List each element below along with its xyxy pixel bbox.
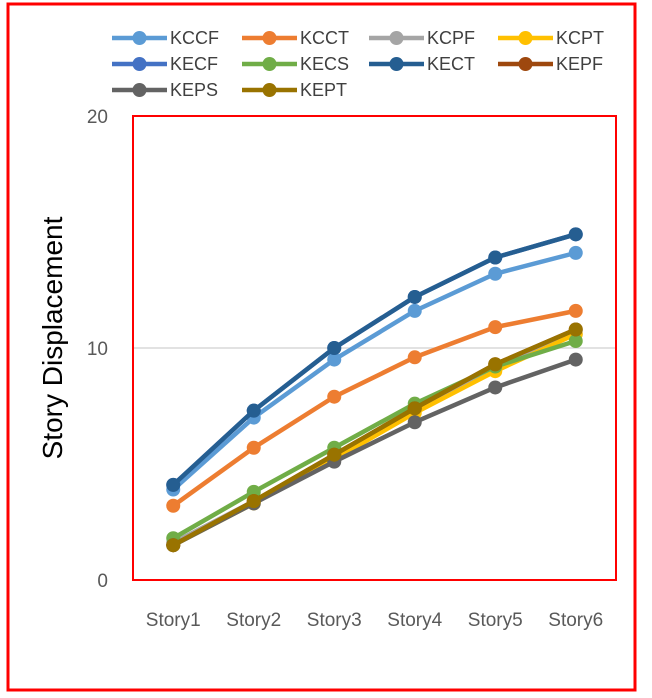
series-line xyxy=(172,338,577,541)
legend-item: KECT xyxy=(369,54,475,74)
legend-label: KCPF xyxy=(427,28,475,48)
legend-item: KCPF xyxy=(369,28,475,48)
data-point xyxy=(568,352,583,367)
data-point xyxy=(488,380,503,395)
plot-area-border xyxy=(132,115,617,581)
series-line xyxy=(171,308,577,508)
legend-item: KEPT xyxy=(242,80,347,100)
y-tick-label: 20 xyxy=(87,107,108,128)
legend-swatch-marker xyxy=(518,31,533,45)
data-point xyxy=(407,303,422,318)
x-tick-label: Story4 xyxy=(387,610,442,631)
data-point xyxy=(407,415,422,430)
data-point xyxy=(568,334,583,349)
x-tick-label: Story3 xyxy=(307,610,362,631)
legend-swatch-marker xyxy=(132,57,147,71)
legend-item: KECF xyxy=(112,54,218,74)
data-point xyxy=(166,538,181,553)
legend-item: KCPT xyxy=(498,28,604,48)
series-kcct xyxy=(166,303,583,513)
series-kccf xyxy=(166,245,583,497)
legend-label: KCPT xyxy=(556,28,604,48)
series-line xyxy=(171,250,577,492)
series-line xyxy=(171,232,577,487)
data-point xyxy=(327,447,342,462)
data-point xyxy=(166,498,181,513)
y-axis-ticks: 0 10 20 xyxy=(87,107,108,592)
legend-swatch-marker xyxy=(132,83,147,97)
legend-item: KECS xyxy=(242,54,349,74)
series-group xyxy=(166,227,583,553)
data-point xyxy=(407,289,422,304)
legend-item: KCCT xyxy=(242,28,349,48)
data-point xyxy=(488,357,503,372)
x-axis-ticks: Story1 Story2 Story3 Story4 Story5 Story6 xyxy=(146,610,603,631)
legend-label: KECF xyxy=(170,54,218,74)
legend-swatch-marker xyxy=(262,31,277,45)
data-point xyxy=(246,494,261,509)
data-point xyxy=(568,322,583,337)
legend-swatch-marker xyxy=(262,57,277,71)
series-kect xyxy=(166,227,583,492)
legend-swatch-marker xyxy=(518,57,533,71)
data-point xyxy=(568,245,583,260)
legend-swatch-marker xyxy=(389,57,404,71)
y-tick-label: 10 xyxy=(87,339,108,360)
legend-swatch-marker xyxy=(132,31,147,45)
data-point xyxy=(488,266,503,281)
series-line xyxy=(172,327,577,548)
data-point xyxy=(407,401,422,416)
data-point xyxy=(246,440,261,455)
legend-item: KEPF xyxy=(498,54,603,74)
data-point xyxy=(568,303,583,318)
x-tick-label: Story1 xyxy=(146,610,201,631)
y-tick-label: 0 xyxy=(97,571,108,592)
legend-label: KEPT xyxy=(300,80,347,100)
data-point xyxy=(166,477,181,492)
legend-label: KECS xyxy=(300,54,349,74)
data-point xyxy=(327,389,342,404)
data-point xyxy=(488,250,503,265)
legend-label: KEPS xyxy=(170,80,218,100)
x-tick-label: Story5 xyxy=(468,610,523,631)
data-point xyxy=(327,352,342,367)
y-axis-label: Story Displacement xyxy=(37,216,68,459)
data-point xyxy=(488,320,503,335)
legend-swatch-marker xyxy=(389,31,404,45)
legend-swatch-marker xyxy=(262,83,277,97)
x-tick-label: Story2 xyxy=(226,610,281,631)
legend-label: KCCT xyxy=(300,28,349,48)
legend-item: KEPS xyxy=(112,80,218,100)
legend: KCCF KCCT KCPF KCPT KECF KECS KECT KEPF KEPS KEPT xyxy=(112,28,604,100)
data-point xyxy=(407,350,422,365)
x-tick-label: Story6 xyxy=(548,610,603,631)
legend-label: KECT xyxy=(427,54,475,74)
legend-item: KCCF xyxy=(112,28,219,48)
legend-label: KCCF xyxy=(170,28,219,48)
legend-label: KEPF xyxy=(556,54,603,74)
data-point xyxy=(568,227,583,242)
series-kept xyxy=(166,322,583,553)
data-point xyxy=(327,341,342,355)
data-point xyxy=(246,403,261,418)
